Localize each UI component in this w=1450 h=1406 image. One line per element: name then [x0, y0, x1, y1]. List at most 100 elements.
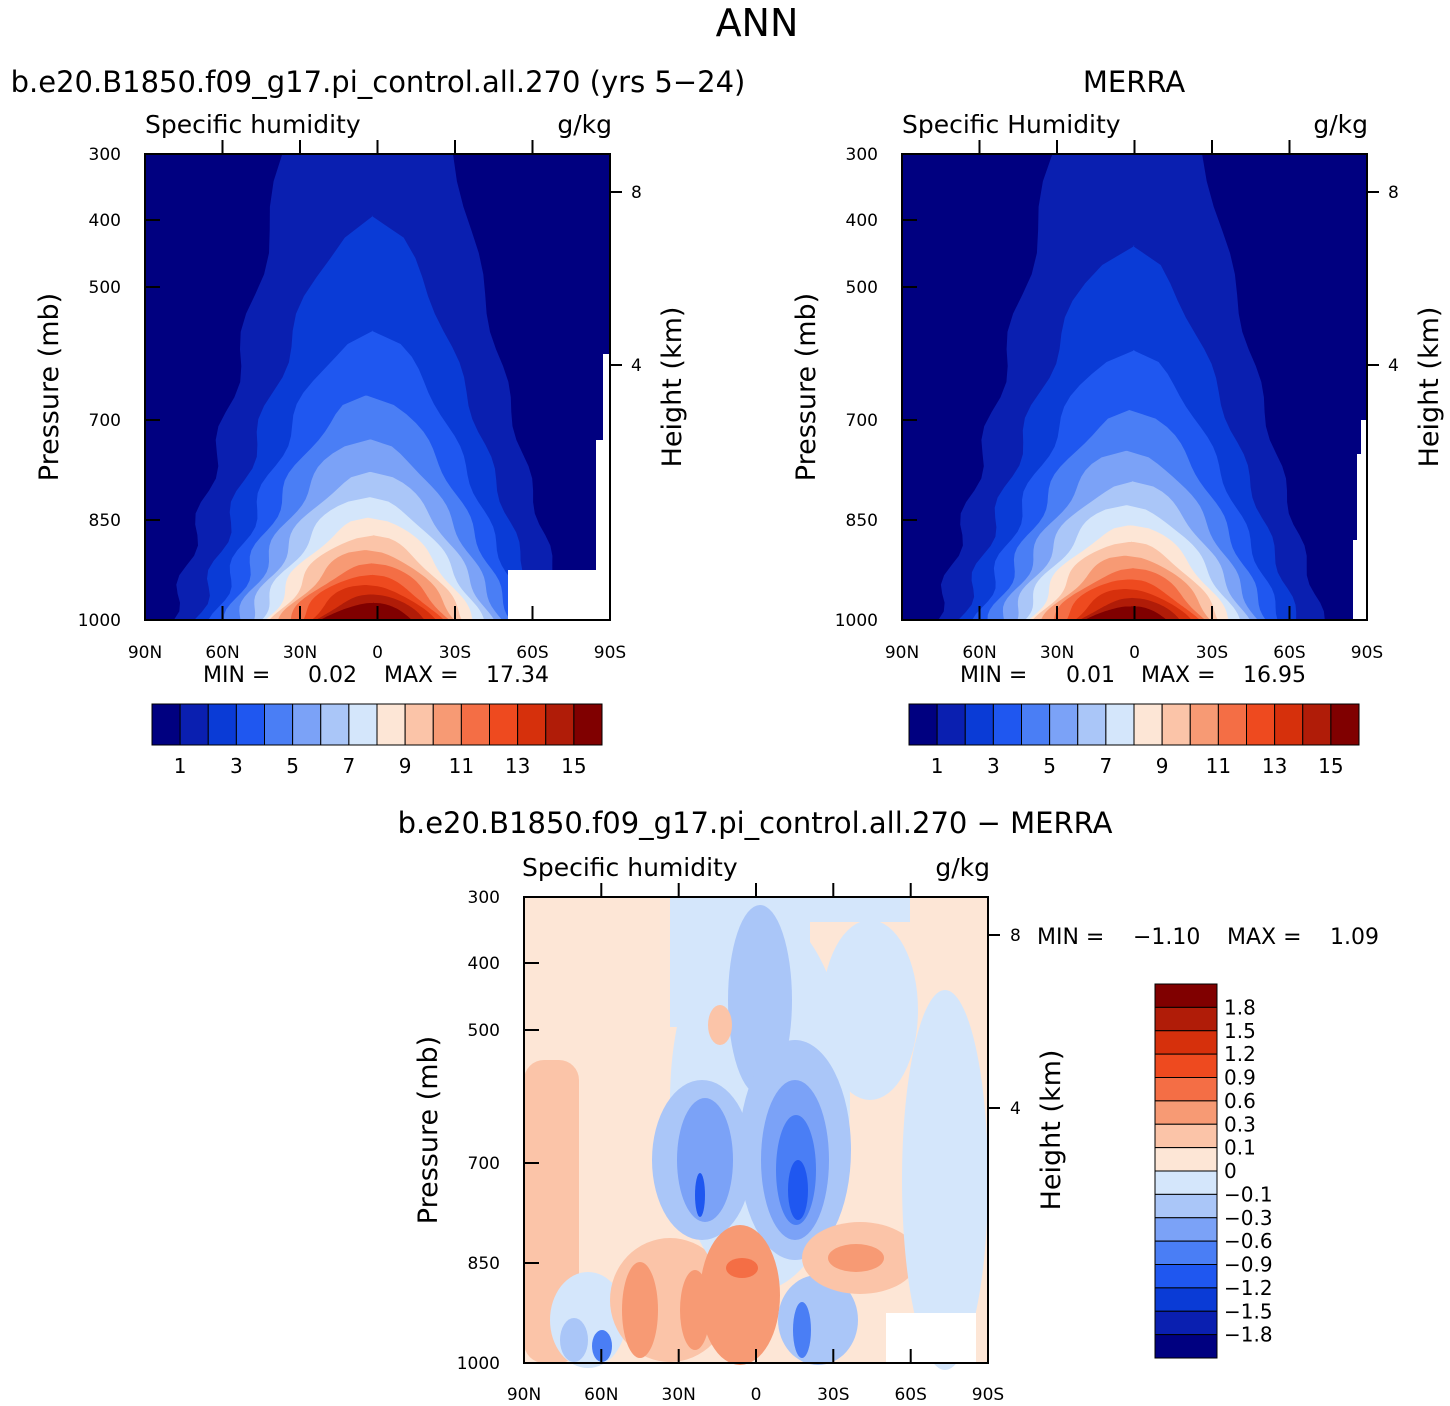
contour-band: [902, 990, 988, 1370]
colorbar-swatch: [1161, 703, 1191, 746]
min-label: MIN =: [203, 663, 270, 688]
panel-model: b.e20.B1850.f09_g17.pi_control.all.270 (…: [11, 65, 746, 778]
y-tick-label-right: 4: [1010, 1099, 1021, 1119]
missing-data-mask: [1357, 454, 1367, 540]
y-tick-label: 400: [468, 954, 500, 974]
contour-band: [810, 897, 910, 922]
colorbar-swatch: [292, 703, 322, 746]
colorbar-swatch: [517, 703, 547, 746]
colorbar-swatch: [936, 703, 966, 746]
contour-band: [320, 602, 412, 620]
y-tick-label: 500: [846, 278, 878, 298]
min-value: 0.01: [1066, 663, 1115, 688]
colorbar-label: 11: [449, 754, 474, 778]
y-axis-label-right: Height (km): [1036, 1050, 1067, 1211]
colorbar-label: 1.5: [1224, 1019, 1256, 1043]
x-tick-label: 60S: [516, 643, 548, 663]
colorbar-swatch: [460, 703, 491, 746]
contour-band: [822, 920, 918, 1100]
x-tick-label: 30N: [662, 1385, 696, 1405]
contour-band: [708, 1005, 732, 1045]
contour-band: [788, 1160, 808, 1220]
colorbar-swatch: [1154, 1147, 1218, 1172]
colorbar-swatch: [1154, 1006, 1218, 1032]
colorbar-swatch: [432, 703, 462, 746]
colorbar-swatch: [1021, 703, 1051, 746]
colorbar-label: 0.6: [1224, 1089, 1256, 1113]
colorbar-swatch: [1077, 703, 1107, 746]
y-tick-label: 300: [468, 888, 500, 908]
colorbar-label: 1.8: [1224, 995, 1256, 1019]
min-label: MIN =: [960, 663, 1027, 688]
figure-title: ANN: [716, 1, 799, 45]
y-axis-right: 8 4 Height (km): [988, 926, 1067, 1210]
colorbar-swatch: [489, 703, 519, 746]
y-tick-label: 400: [89, 211, 121, 231]
panel-diff-subtitle-right: g/kg: [935, 853, 990, 882]
colorbar-swatch: [992, 703, 1023, 746]
colorbar-label: −1.5: [1224, 1299, 1273, 1323]
y-tick-label: 1000: [457, 1354, 500, 1374]
y-axis: 300 400 500 700 850 1000 Pressure (mb): [413, 888, 539, 1374]
x-tick-label: 0: [372, 643, 383, 663]
contour-band: [592, 1330, 612, 1362]
contour-bands: [938, 154, 1325, 620]
colorbar-label: 0.9: [1224, 1066, 1256, 1090]
x-tick-label: 0: [1129, 643, 1140, 663]
contour-field-model: [145, 154, 610, 620]
y-tick-label: 850: [846, 511, 878, 531]
max-label: MAX =: [384, 663, 459, 688]
colorbar-label: 7: [343, 754, 356, 778]
x-tick-label: 90N: [507, 1385, 541, 1405]
colorbar-label: 9: [399, 754, 412, 778]
y-tick-label: 850: [89, 511, 121, 531]
colorbar-swatch: [1302, 703, 1332, 746]
y-tick-label: 1000: [78, 611, 121, 631]
x-tick-label: 90S: [972, 1385, 1004, 1405]
x-tick-label: 90S: [594, 643, 626, 663]
colorbar-swatch: [908, 703, 938, 746]
colorbar-label: −1.2: [1224, 1276, 1273, 1300]
colorbar-swatch: [1154, 1287, 1218, 1312]
y-tick-label-right: 8: [1010, 926, 1021, 946]
x-tick-label: 60N: [962, 643, 996, 663]
colorbar-label: 1: [931, 754, 944, 778]
y-tick-label: 400: [846, 211, 878, 231]
colorbar-label: −0.9: [1224, 1253, 1273, 1277]
max-label: MAX =: [1141, 663, 1216, 688]
max-value: 17.34: [486, 663, 549, 688]
max-label: MAX =: [1227, 925, 1302, 950]
colorbar-swatch: [1154, 983, 1218, 1008]
colorbar-swatch: [376, 703, 406, 746]
colorbar-swatch: [348, 703, 378, 746]
colorbar-swatch: [545, 703, 575, 746]
min-value: −1.10: [1133, 925, 1200, 950]
colorbar-swatch: [573, 703, 603, 746]
contour-field-obs: [902, 154, 1367, 620]
colorbar-swatch: [1154, 1193, 1218, 1219]
panel-obs-subtitle-right: g/kg: [1313, 110, 1368, 139]
missing-data-mask: [1353, 540, 1367, 620]
colorbar-swatch: [1274, 703, 1304, 746]
colorbar-label: 9: [1156, 754, 1169, 778]
y-tick-label-right: 8: [1388, 183, 1399, 203]
colorbar-label: 15: [561, 754, 586, 778]
panel-obs: MERRA Specific Humidity g/kg 90N 60N: [791, 65, 1445, 778]
x-tick-label: 30N: [283, 643, 317, 663]
y-tick-label: 300: [89, 145, 121, 165]
colorbar-label: −0.1: [1224, 1182, 1273, 1206]
colorbar: 1 3 5 7 9 11 13 15: [151, 703, 603, 778]
colorbar-label: 1: [174, 754, 187, 778]
colorbar-swatch: [1154, 1334, 1218, 1359]
x-axis: 90N 60N 30N 0 30S 60S 90S: [128, 140, 626, 663]
contour-band: [677, 1098, 733, 1222]
y-axis-label: Pressure (mb): [413, 1036, 444, 1224]
colorbar-label: −1.8: [1224, 1323, 1273, 1347]
y-axis: 300 400 500 700 850 1000 Pressure (mb): [34, 145, 160, 631]
colorbar-label: 7: [1100, 754, 1113, 778]
y-axis-label-right: Height (km): [1414, 307, 1445, 468]
x-tick-label: 60N: [584, 1385, 618, 1405]
max-value: 16.95: [1243, 663, 1306, 688]
contour-band: [622, 1262, 658, 1358]
colorbar-swatch: [1105, 703, 1135, 746]
